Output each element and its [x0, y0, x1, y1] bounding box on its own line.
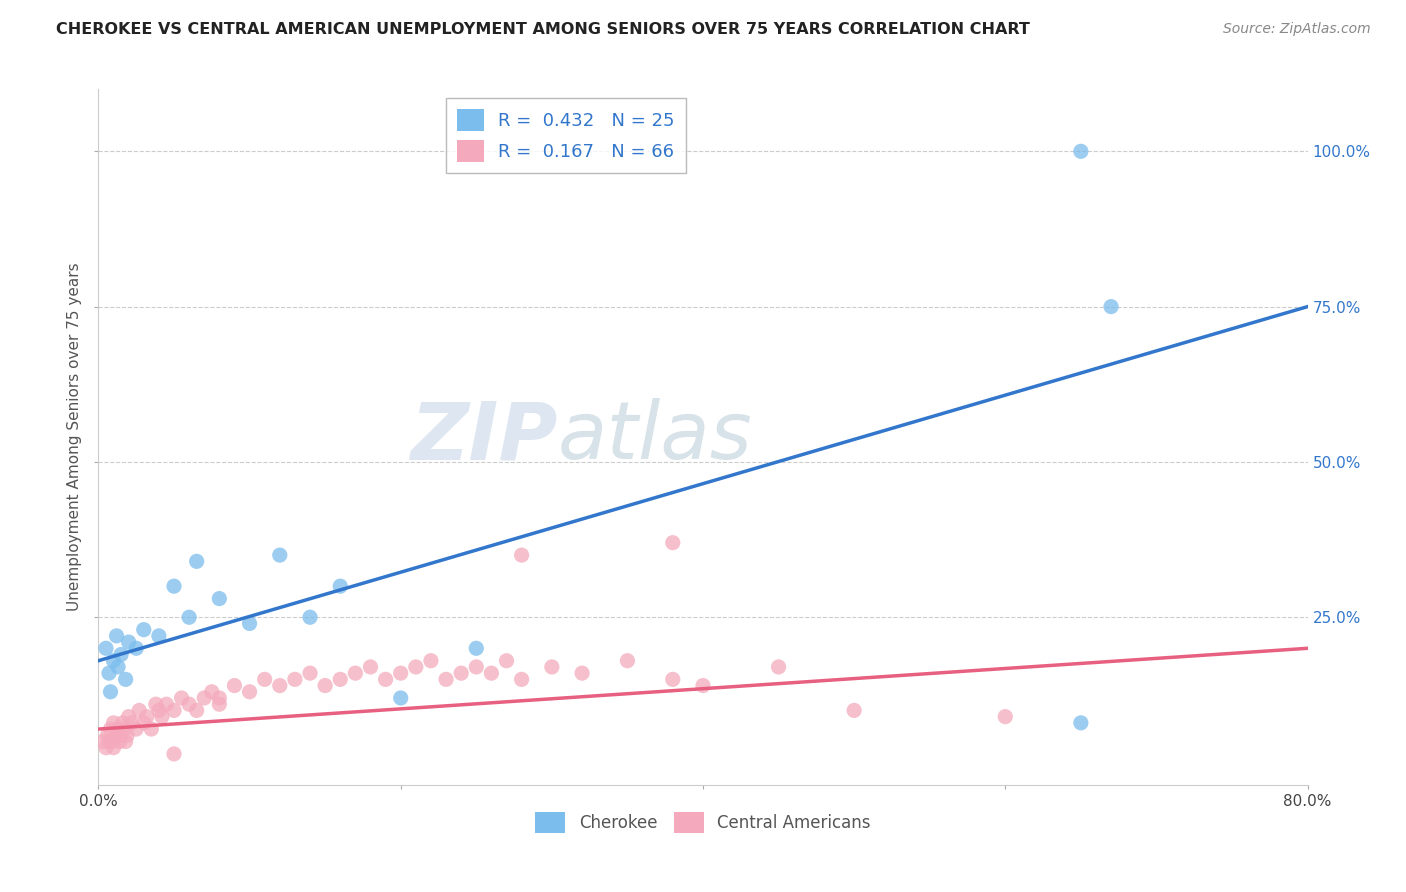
Point: [100, 685, 122, 699]
Point: [1099, 300, 1122, 314]
Point: [360, 660, 382, 674]
Point: [239, 616, 262, 631]
Point: [208, 690, 231, 705]
Point: [434, 673, 457, 687]
Point: [170, 690, 193, 705]
Point: [118, 709, 141, 723]
Point: [108, 734, 131, 748]
Point: [299, 666, 322, 681]
Point: [224, 679, 246, 693]
Point: [115, 728, 138, 742]
Point: [389, 690, 412, 705]
Point: [344, 666, 367, 681]
Point: [253, 673, 276, 687]
Point: [374, 673, 396, 687]
Point: [465, 660, 488, 674]
Point: [163, 579, 186, 593]
Text: CHEROKEE VS CENTRAL AMERICAN UNEMPLOYMENT AMONG SENIORS OVER 75 YEARS CORRELATIO: CHEROKEE VS CENTRAL AMERICAN UNEMPLOYMEN…: [56, 22, 1031, 37]
Point: [269, 548, 291, 562]
Point: [179, 697, 201, 711]
Point: [96, 728, 118, 742]
Point: [114, 673, 136, 687]
Point: [114, 734, 136, 748]
Point: [135, 709, 157, 723]
Point: [103, 715, 125, 730]
Point: [284, 673, 307, 687]
Text: ZIP: ZIP: [411, 398, 558, 476]
Y-axis label: Unemployment Among Seniors over 75 years: Unemployment Among Seniors over 75 years: [67, 263, 83, 611]
Point: [125, 641, 148, 656]
Point: [107, 722, 129, 736]
Point: [91, 734, 114, 748]
Point: [155, 697, 177, 711]
Point: [844, 703, 866, 717]
Point: [510, 673, 533, 687]
Point: [110, 728, 132, 742]
Point: [105, 629, 128, 643]
Point: [98, 734, 121, 748]
Point: [269, 679, 291, 693]
Point: [329, 579, 352, 593]
Point: [314, 679, 336, 693]
Point: [179, 610, 201, 624]
Point: [150, 709, 173, 723]
Point: [495, 654, 517, 668]
Point: [994, 709, 1017, 723]
Point: [389, 666, 412, 681]
Point: [405, 660, 427, 674]
Legend: Cherokee, Central Americans: Cherokee, Central Americans: [529, 805, 877, 839]
Text: Source: ZipAtlas.com: Source: ZipAtlas.com: [1223, 22, 1371, 37]
Point: [201, 685, 224, 699]
Point: [110, 648, 132, 662]
Text: atlas: atlas: [558, 398, 752, 476]
Point: [193, 690, 215, 705]
Point: [163, 703, 186, 717]
Point: [1070, 145, 1092, 159]
Point: [661, 673, 683, 687]
Point: [186, 703, 208, 717]
Point: [661, 535, 683, 549]
Point: [148, 703, 170, 717]
Point: [112, 722, 135, 736]
Point: [148, 629, 170, 643]
Point: [141, 722, 163, 736]
Point: [107, 660, 129, 674]
Point: [103, 740, 125, 755]
Point: [465, 641, 488, 656]
Point: [103, 654, 125, 668]
Point: [481, 666, 503, 681]
Point: [239, 685, 262, 699]
Point: [125, 722, 148, 736]
Point: [299, 610, 322, 624]
Point: [145, 697, 167, 711]
Point: [111, 715, 134, 730]
Point: [94, 740, 117, 755]
Point: [450, 666, 472, 681]
Point: [121, 715, 143, 730]
Point: [208, 697, 231, 711]
Point: [329, 673, 352, 687]
Point: [94, 641, 117, 656]
Point: [208, 591, 231, 606]
Point: [510, 548, 533, 562]
Point: [616, 654, 638, 668]
Point: [98, 666, 121, 681]
Point: [163, 747, 186, 761]
Point: [420, 654, 443, 668]
Point: [100, 722, 122, 736]
Point: [118, 635, 141, 649]
Point: [132, 715, 155, 730]
Point: [540, 660, 562, 674]
Point: [101, 734, 124, 748]
Point: [105, 728, 128, 742]
Point: [692, 679, 714, 693]
Point: [1070, 715, 1092, 730]
Point: [571, 666, 593, 681]
Point: [132, 623, 155, 637]
Point: [768, 660, 790, 674]
Point: [128, 703, 150, 717]
Point: [186, 554, 208, 568]
